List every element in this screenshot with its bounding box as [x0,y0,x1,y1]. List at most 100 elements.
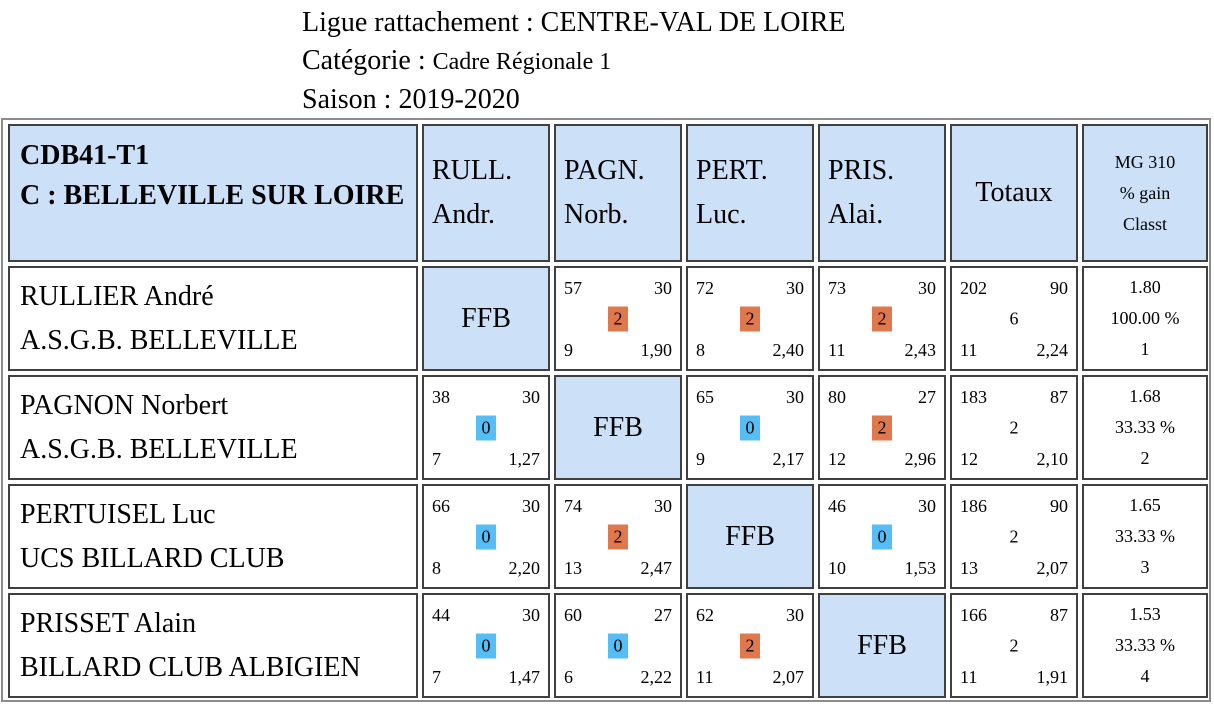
total-reprises: 90 [1050,278,1068,298]
match-average: 1,90 [640,340,673,360]
col-header-line2: Luc. [696,199,747,230]
col-header-line1: PAGN. [564,155,645,186]
mg-cell: 1.53 33.33 % 4 [1082,593,1208,698]
gain-value: 33.33 % [1115,417,1175,437]
match-points: 46 [828,496,846,516]
match-average: 1,27 [508,449,541,469]
totals-cell: 202 90 6 11 2,24 [950,266,1078,371]
totals-cell: 186 90 2 13 2,07 [950,484,1078,589]
match-cell: 57 30 2 9 1,90 [554,266,682,371]
match-result-badge: 0 [476,524,496,549]
classt-value: 2 [1140,448,1150,468]
col-header-line2: Andr. [432,199,495,230]
player-name: PAGNON Norbert [20,389,229,421]
saison-label: Saison : [302,84,399,115]
match-average: 1,53 [904,558,937,578]
match-innings: 8 [432,558,441,578]
gain-value: 33.33 % [1115,526,1175,546]
match-result-badge: 2 [608,306,628,331]
match-points: 73 [828,278,846,298]
player-club: UCS BILLARD CLUB [20,542,285,574]
player-cell: RULLIER André A.S.G.B. BELLEVILLE [8,266,418,371]
ligue-line: Ligue rattachement : CENTRE-VAL DE LOIRE [302,4,846,42]
total-points: 202 [960,278,987,298]
match-cell: 80 27 2 12 2,96 [818,375,946,480]
match-result-badge: 2 [872,306,892,331]
match-reprises-limit: 30 [786,278,804,298]
match-innings: 9 [564,340,573,360]
match-reprises-limit: 27 [654,605,672,625]
match-average: 2,22 [640,667,673,687]
total-match-points: 2 [1009,417,1019,437]
match-average: 2,17 [772,449,805,469]
match-innings: 7 [432,449,441,469]
match-innings: 7 [432,667,441,687]
col-header-totaux: Totaux [950,124,1078,262]
match-innings: 11 [828,340,846,360]
total-points: 166 [960,605,987,625]
total-average: 2,24 [1036,340,1069,360]
col-header-mg: MG 310 % gain Classt [1082,124,1208,262]
match-points: 60 [564,605,582,625]
match-result-badge: 0 [476,633,496,658]
team-code: CDB41-T1 [20,140,150,171]
match-reprises-limit: 30 [522,605,540,625]
classt-value: 1 [1140,339,1150,359]
col-header-pert: PERT. Luc. [686,124,814,262]
team-header-cell: CDB41-T1 C : BELLEVILLE SUR LOIRE [8,124,418,262]
match-reprises-limit: 30 [654,278,672,298]
classt-value: 4 [1140,666,1150,686]
categorie-value: Cadre Régionale 1 [432,48,612,75]
match-result-badge: 2 [872,415,892,440]
total-average: 2,07 [1036,558,1069,578]
total-match-points: 2 [1009,635,1019,655]
ffb-cell: FFB [554,375,682,480]
match-innings: 10 [828,558,846,578]
match-average: 2,20 [508,558,541,578]
match-result-badge: 2 [608,524,628,549]
ffb-label: FFB [593,411,643,443]
player-name: PRISSET Alain [20,607,197,639]
gain-value: 100.00 % [1110,308,1180,328]
match-average: 2,40 [772,340,805,360]
player-cell: PAGNON Norbert A.S.G.B. BELLEVILLE [8,375,418,480]
match-cell: 38 30 0 7 1,27 [422,375,550,480]
mg-value: 1.80 [1129,277,1161,297]
ffb-label: FFB [857,629,907,661]
total-reprises: 87 [1050,387,1068,407]
player-club: A.S.G.B. BELLEVILLE [20,324,298,356]
total-average: 1,91 [1036,667,1069,687]
total-innings: 13 [960,558,978,578]
match-result-badge: 0 [476,415,496,440]
totals-cell: 166 87 2 11 1,91 [950,593,1078,698]
player-cell: PERTUISEL Luc UCS BILLARD CLUB [8,484,418,589]
match-reprises-limit: 30 [786,605,804,625]
match-innings: 6 [564,667,573,687]
match-reprises-limit: 30 [918,496,936,516]
match-points: 62 [696,605,714,625]
match-average: 2,07 [772,667,805,687]
match-points: 74 [564,496,582,516]
match-reprises-limit: 30 [522,496,540,516]
match-innings: 11 [696,667,714,687]
gain-label: % gain [1119,182,1171,203]
total-reprises: 87 [1050,605,1068,625]
match-average: 2,43 [904,340,937,360]
ffb-cell: FFB [422,266,550,371]
total-average: 2,10 [1036,449,1069,469]
player-cell: PRISSET Alain BILLARD CLUB ALBIGIEN [8,593,418,698]
match-result-badge: 0 [872,524,892,549]
ffb-label: FFB [461,302,511,334]
mg-value: 1.65 [1129,495,1161,515]
player-club: BILLARD CLUB ALBIGIEN [20,651,361,683]
mg-value: 1.68 [1129,386,1161,406]
match-points: 66 [432,496,450,516]
ligue-value: CENTRE-VAL DE LOIRE [540,7,846,38]
total-reprises: 90 [1050,496,1068,516]
match-points: 80 [828,387,846,407]
col-header-line2: Alai. [828,199,884,230]
match-reprises-limit: 27 [918,387,936,407]
ligue-label: Ligue rattachement : [302,7,541,38]
match-cell: 72 30 2 8 2,40 [686,266,814,371]
match-innings: 12 [828,449,846,469]
